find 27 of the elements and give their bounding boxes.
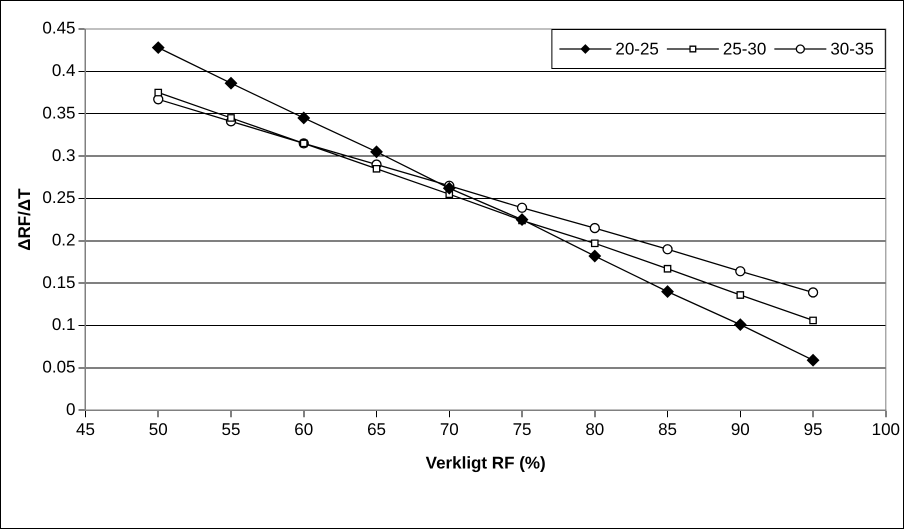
y-tick-label: 0.15 — [42, 272, 76, 292]
x-tick-label: 95 — [804, 420, 823, 440]
x-tick-label: 100 — [872, 420, 900, 440]
y-tick-label: 0 — [66, 400, 76, 419]
y-tick-label: 0.05 — [42, 358, 76, 377]
x-tick-label: 50 — [148, 420, 168, 440]
y-tick-label: 0.2 — [52, 230, 76, 250]
y-tick-label: 0.3 — [52, 146, 76, 165]
legend-label: 30-35 — [830, 40, 874, 59]
x-tick-label: 60 — [294, 420, 314, 440]
y-tick-label: 0.25 — [42, 188, 76, 208]
x-tick-label: 85 — [658, 420, 678, 440]
y-tick-label: 0.1 — [52, 315, 76, 334]
legend-label: 25-30 — [722, 40, 766, 59]
x-axis-title: Verkligt RF (%) — [426, 453, 546, 472]
y-tick-label: 0.45 — [42, 18, 76, 38]
x-tick-label: 75 — [512, 420, 532, 440]
y-axis-title: ΔRF/ΔT — [14, 188, 34, 251]
x-tick-label: 55 — [222, 420, 240, 440]
y-tick-label: 0.4 — [52, 61, 76, 80]
x-tick-label: 45 — [76, 420, 95, 440]
y-tick-label: 0.35 — [42, 103, 76, 122]
x-tick-label: 80 — [585, 420, 604, 440]
x-tick-label: 90 — [730, 420, 750, 440]
x-tick-label: 65 — [367, 420, 386, 440]
x-tick-label: 70 — [440, 420, 459, 440]
legend-label: 20-25 — [615, 40, 659, 59]
